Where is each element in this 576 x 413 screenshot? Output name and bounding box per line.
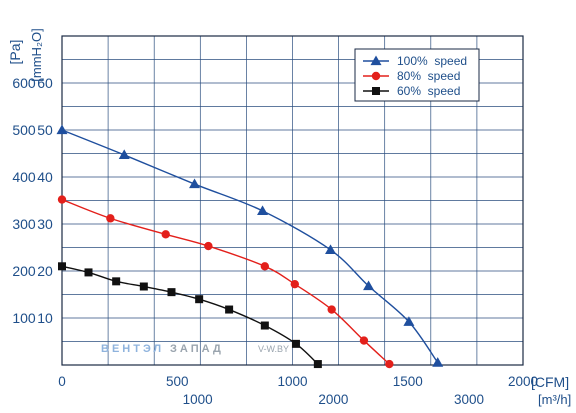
legend-item: 80% speed [363,69,460,83]
square-marker [260,321,269,330]
legend-item: 100% speed [363,54,467,68]
y-tick-mmh2o: 10 [37,310,53,326]
series-line [61,265,319,365]
legend-item: 60% speed [363,84,460,98]
x-tick-m3h: 3000 [454,392,484,407]
y-tick-pa: 500 [12,122,36,138]
square-marker [313,360,322,369]
triangle-marker [363,280,375,291]
legend-label: 60% speed [397,84,460,98]
y-tick-pa: 300 [12,216,36,232]
watermark-text-2: ЗАПАД [170,343,224,355]
x-tick-cfm: 1000 [277,374,307,389]
y-tick-mmh2o: 60 [37,75,53,91]
x-unit-cfm: [CFM] [531,374,569,390]
triangle-marker [432,357,444,367]
circle-marker [106,214,115,223]
square-marker [291,339,300,348]
x-tick-m3h: 2000 [318,392,348,407]
triangle-marker [370,55,382,66]
series-square [58,262,322,369]
y-tick-mmh2o: 40 [37,169,53,185]
circle-marker [290,279,300,289]
triangle-marker [325,244,337,254]
y-unit-pa: [Pa] [7,40,23,65]
square-marker [167,288,176,297]
triangle-marker [403,316,415,326]
legend-label: 80% speed [397,69,460,83]
y-unit-mmh2o: [mmH₂O] [29,28,44,81]
x-tick-m3h: 1000 [183,392,213,407]
triangle-marker [56,124,68,135]
y-tick-pa: 100 [12,310,36,326]
x-unit-m3h: [m³/h] [538,392,571,407]
series [56,124,444,369]
circle-marker [204,241,213,251]
circle-marker [359,336,369,345]
square-marker [139,282,148,291]
square-marker [112,277,121,286]
y-tick-pa: 400 [12,169,36,185]
triangle-marker [257,205,269,215]
y-tick-pa: 200 [12,263,36,279]
circle-marker [385,359,394,369]
x-tick-cfm: 2000 [508,374,538,389]
square-marker [84,268,93,277]
circle-marker [260,262,270,271]
legend-label: 100% speed [397,54,467,68]
series-circle [57,195,394,369]
x-tick-cfm: 500 [166,374,189,389]
watermark-text-3: V-W.BY [258,344,289,354]
square-marker [58,262,66,271]
square-marker [225,305,234,314]
circle-marker [327,305,336,314]
y-tick-mmh2o: 30 [37,216,53,232]
y-tick-mmh2o: 50 [37,122,53,138]
triangle-marker [118,149,130,160]
y-tick-pa: 600 [12,75,36,91]
triangle-marker [189,178,201,189]
circle-marker [57,195,67,204]
watermark-text-1: ВЕНТЭЛ [101,343,164,355]
series-triangle [56,124,444,367]
square-marker [372,87,380,95]
circle-marker [371,71,381,81]
x-tick-cfm: 1500 [393,374,423,389]
y-tick-mmh2o: 20 [37,263,53,279]
circle-marker [161,230,170,239]
x-tick-cfm: 0 [58,374,66,389]
watermark: ВЕНТЭЛ ЗАПАД V-W.BY [101,343,289,355]
square-marker [195,295,204,304]
series-line [61,129,439,364]
